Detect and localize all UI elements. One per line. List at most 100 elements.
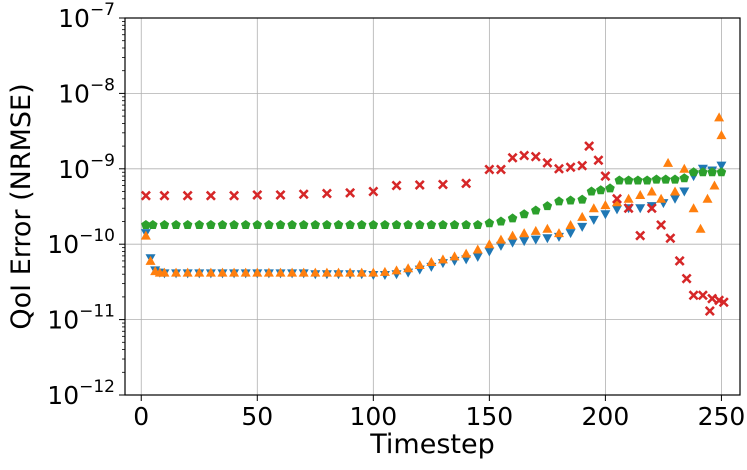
data-point <box>656 193 667 203</box>
data-point <box>391 180 402 191</box>
data-point <box>194 219 205 229</box>
data-point <box>368 186 379 197</box>
data-point <box>688 203 699 213</box>
data-point <box>635 189 646 199</box>
data-point <box>287 219 297 229</box>
data-point <box>688 290 699 301</box>
data-point <box>414 219 425 229</box>
data-point <box>707 167 717 177</box>
data-point <box>264 219 274 229</box>
data-points <box>140 112 729 317</box>
data-point <box>670 174 680 184</box>
data-point <box>707 293 718 304</box>
data-point <box>472 244 483 254</box>
data-point <box>263 267 274 277</box>
data-point <box>600 171 611 182</box>
data-point <box>495 241 506 251</box>
data-point <box>240 267 251 277</box>
data-point <box>461 248 472 258</box>
data-point <box>205 190 216 201</box>
data-point <box>345 267 356 277</box>
data-point <box>519 150 530 161</box>
data-point <box>380 219 390 229</box>
data-point <box>612 205 622 215</box>
data-point <box>287 267 298 277</box>
data-point <box>565 195 576 205</box>
data-point <box>495 164 506 175</box>
data-point <box>182 219 193 229</box>
data-point <box>206 219 216 229</box>
y-axis-label: QoI Error (NRMSE) <box>6 83 37 329</box>
data-point <box>356 267 367 277</box>
data-point <box>229 267 240 277</box>
data-point <box>229 190 240 201</box>
data-point <box>145 255 156 265</box>
data-point <box>681 273 692 284</box>
y-tick-label: 10−10 <box>47 226 115 259</box>
data-point <box>275 189 286 200</box>
data-point <box>159 219 170 229</box>
plot-frame <box>124 17 741 396</box>
data-point <box>663 157 674 167</box>
data-point <box>298 189 309 200</box>
data-point <box>565 219 576 229</box>
data-point <box>449 251 460 261</box>
data-point <box>484 164 495 175</box>
data-point <box>495 234 506 244</box>
data-point <box>588 215 599 225</box>
data-point <box>426 219 437 229</box>
data-point <box>577 222 588 232</box>
y-tick-label: 10−9 <box>58 151 115 184</box>
data-point <box>542 223 553 233</box>
data-point <box>714 112 725 122</box>
data-point <box>298 267 309 277</box>
x-tick-label: 0 <box>133 402 149 431</box>
data-point <box>554 196 564 206</box>
data-point <box>391 219 402 229</box>
data-point <box>702 193 713 203</box>
data-point <box>577 194 587 204</box>
data-point <box>507 213 518 223</box>
data-point <box>275 219 286 229</box>
data-point <box>368 267 379 277</box>
data-point <box>665 233 676 244</box>
data-point <box>577 160 588 171</box>
data-point <box>542 157 553 168</box>
data-point <box>635 204 646 214</box>
data-point <box>194 267 205 277</box>
data-point <box>716 167 727 177</box>
data-point <box>472 219 483 229</box>
data-point <box>182 267 193 277</box>
data-point <box>656 219 667 230</box>
data-point <box>438 219 448 229</box>
data-point <box>584 141 595 152</box>
data-point <box>531 205 541 215</box>
data-point <box>519 237 530 247</box>
data-point <box>519 209 529 219</box>
data-point <box>345 219 355 229</box>
data-point <box>321 188 332 199</box>
data-point <box>635 230 646 241</box>
data-point <box>252 219 263 229</box>
data-point <box>646 203 657 214</box>
data-point <box>633 175 643 185</box>
data-point <box>716 161 727 171</box>
data-point <box>321 267 332 277</box>
data-point <box>345 187 356 198</box>
x-tick-label: 250 <box>698 402 746 431</box>
data-point <box>333 267 344 277</box>
x-axis-label: Timestep <box>369 429 494 460</box>
data-point <box>530 151 541 162</box>
data-point <box>472 252 483 262</box>
data-point <box>322 219 332 229</box>
data-point <box>553 163 564 174</box>
data-point <box>530 235 541 245</box>
data-point <box>704 306 715 317</box>
data-point <box>403 219 413 229</box>
data-point <box>679 173 690 183</box>
data-point <box>623 203 634 214</box>
data-point <box>623 175 634 185</box>
data-point <box>586 186 597 196</box>
data-point <box>171 267 182 277</box>
data-point <box>542 234 553 244</box>
